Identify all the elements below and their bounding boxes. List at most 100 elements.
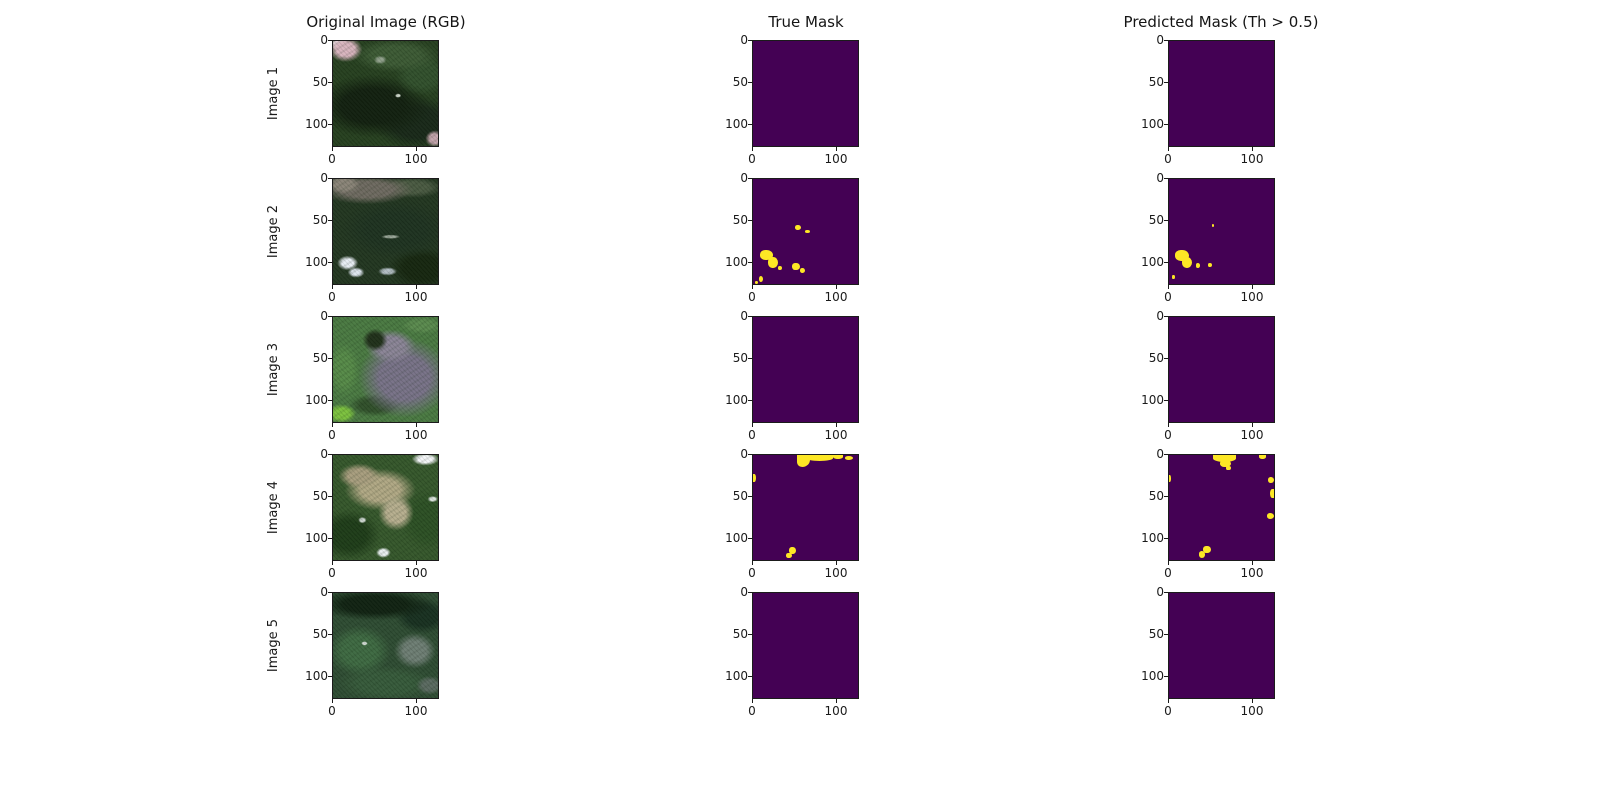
y-tick-label: 100 bbox=[1141, 531, 1164, 545]
mask-blob bbox=[844, 455, 854, 460]
x-tick-label: 0 bbox=[748, 428, 756, 442]
x-tick-mark bbox=[416, 147, 417, 151]
mask-blob bbox=[785, 552, 792, 559]
y-tick-label: 100 bbox=[305, 669, 328, 683]
mask-blob bbox=[794, 224, 801, 230]
y-tick-mark bbox=[748, 454, 752, 455]
x-tick-mark bbox=[752, 423, 753, 427]
predicted-mask-3 bbox=[1168, 316, 1275, 423]
mask-blob bbox=[1268, 477, 1274, 483]
x-tick-mark bbox=[752, 285, 753, 289]
x-tick-label: 100 bbox=[404, 428, 428, 442]
y-tick-mark bbox=[1164, 262, 1168, 263]
predicted-mask-5 bbox=[1168, 592, 1275, 699]
x-tick-mark bbox=[416, 699, 417, 703]
y-tick-mark bbox=[1164, 40, 1168, 41]
mask-blob bbox=[1207, 262, 1212, 267]
y-tick-mark bbox=[328, 40, 332, 41]
y-tick-mark bbox=[1164, 400, 1168, 401]
mask-blob bbox=[1196, 263, 1201, 268]
y-tick-label: 100 bbox=[725, 669, 748, 683]
mask-blob bbox=[1226, 465, 1231, 470]
x-tick-mark bbox=[416, 423, 417, 427]
y-tick-label: 50 bbox=[732, 489, 748, 503]
x-tick-mark bbox=[836, 285, 837, 289]
mask-blob bbox=[1169, 474, 1172, 483]
y-tick-mark bbox=[1164, 592, 1168, 593]
y-tick-label: 100 bbox=[305, 531, 328, 545]
y-tick-mark bbox=[1164, 496, 1168, 497]
mask-blob bbox=[805, 455, 834, 461]
satellite-image-4 bbox=[332, 454, 439, 561]
x-tick-label: 100 bbox=[404, 152, 428, 166]
y-tick-mark bbox=[328, 262, 332, 263]
x-tick-mark bbox=[1168, 561, 1169, 565]
row-label-text: Image 2 bbox=[265, 204, 281, 259]
image-grain bbox=[333, 593, 438, 698]
y-tick-mark bbox=[748, 178, 752, 179]
y-tick-mark bbox=[748, 40, 752, 41]
mask-blob bbox=[1219, 459, 1231, 468]
y-tick-label: 100 bbox=[1141, 255, 1164, 269]
image-grain bbox=[333, 179, 438, 284]
x-tick-mark bbox=[332, 423, 333, 427]
x-tick-label: 100 bbox=[824, 566, 848, 580]
y-tick-mark bbox=[748, 676, 752, 677]
x-tick-label: 0 bbox=[328, 428, 336, 442]
y-tick-mark bbox=[1164, 538, 1168, 539]
y-tick-mark bbox=[748, 262, 752, 263]
x-tick-label: 100 bbox=[1240, 566, 1264, 580]
y-tick-label: 0 bbox=[320, 309, 328, 323]
y-tick-mark bbox=[748, 400, 752, 401]
y-tick-mark bbox=[1164, 358, 1168, 359]
y-tick-label: 100 bbox=[1141, 393, 1164, 407]
y-tick-mark bbox=[748, 316, 752, 317]
y-tick-mark bbox=[328, 316, 332, 317]
y-tick-mark bbox=[328, 676, 332, 677]
x-tick-mark bbox=[1252, 285, 1253, 289]
y-tick-mark bbox=[748, 220, 752, 221]
y-tick-mark bbox=[1164, 454, 1168, 455]
x-tick-mark bbox=[1168, 285, 1169, 289]
y-tick-mark bbox=[1164, 634, 1168, 635]
y-tick-mark bbox=[1164, 220, 1168, 221]
mask-blob bbox=[1174, 249, 1189, 262]
column-title-original: Original Image (RGB) bbox=[306, 13, 466, 31]
mask-blob bbox=[833, 455, 844, 460]
x-tick-label: 0 bbox=[1164, 428, 1172, 442]
y-tick-label: 50 bbox=[732, 75, 748, 89]
x-tick-label: 100 bbox=[824, 290, 848, 304]
mask-blob bbox=[799, 267, 805, 273]
predicted-mask-4 bbox=[1168, 454, 1275, 561]
mask-blob bbox=[767, 256, 778, 269]
y-tick-label: 50 bbox=[1148, 627, 1164, 641]
y-tick-label: 50 bbox=[312, 489, 328, 503]
y-tick-mark bbox=[328, 358, 332, 359]
y-tick-label: 0 bbox=[1156, 33, 1164, 47]
row-label-text: Image 5 bbox=[265, 618, 281, 673]
y-tick-mark bbox=[748, 82, 752, 83]
x-tick-mark bbox=[1252, 561, 1253, 565]
y-tick-label: 100 bbox=[725, 531, 748, 545]
x-tick-mark bbox=[1252, 423, 1253, 427]
y-tick-mark bbox=[328, 124, 332, 125]
y-tick-mark bbox=[328, 634, 332, 635]
true-mask-5 bbox=[752, 592, 859, 699]
y-tick-mark bbox=[1164, 316, 1168, 317]
row-label-text: Image 1 bbox=[265, 66, 281, 121]
y-tick-label: 100 bbox=[1141, 669, 1164, 683]
y-tick-label: 50 bbox=[1148, 351, 1164, 365]
column-title-true-mask: True Mask bbox=[768, 13, 844, 31]
x-tick-mark bbox=[1252, 147, 1253, 151]
x-tick-mark bbox=[332, 699, 333, 703]
mask-blob bbox=[1211, 224, 1215, 227]
x-tick-mark bbox=[416, 561, 417, 565]
mask-blob bbox=[753, 473, 757, 483]
y-tick-label: 50 bbox=[312, 627, 328, 641]
y-tick-label: 0 bbox=[1156, 309, 1164, 323]
y-tick-mark bbox=[328, 496, 332, 497]
row-label-text: Image 4 bbox=[265, 480, 281, 535]
y-tick-label: 100 bbox=[725, 393, 748, 407]
y-tick-label: 50 bbox=[1148, 213, 1164, 227]
